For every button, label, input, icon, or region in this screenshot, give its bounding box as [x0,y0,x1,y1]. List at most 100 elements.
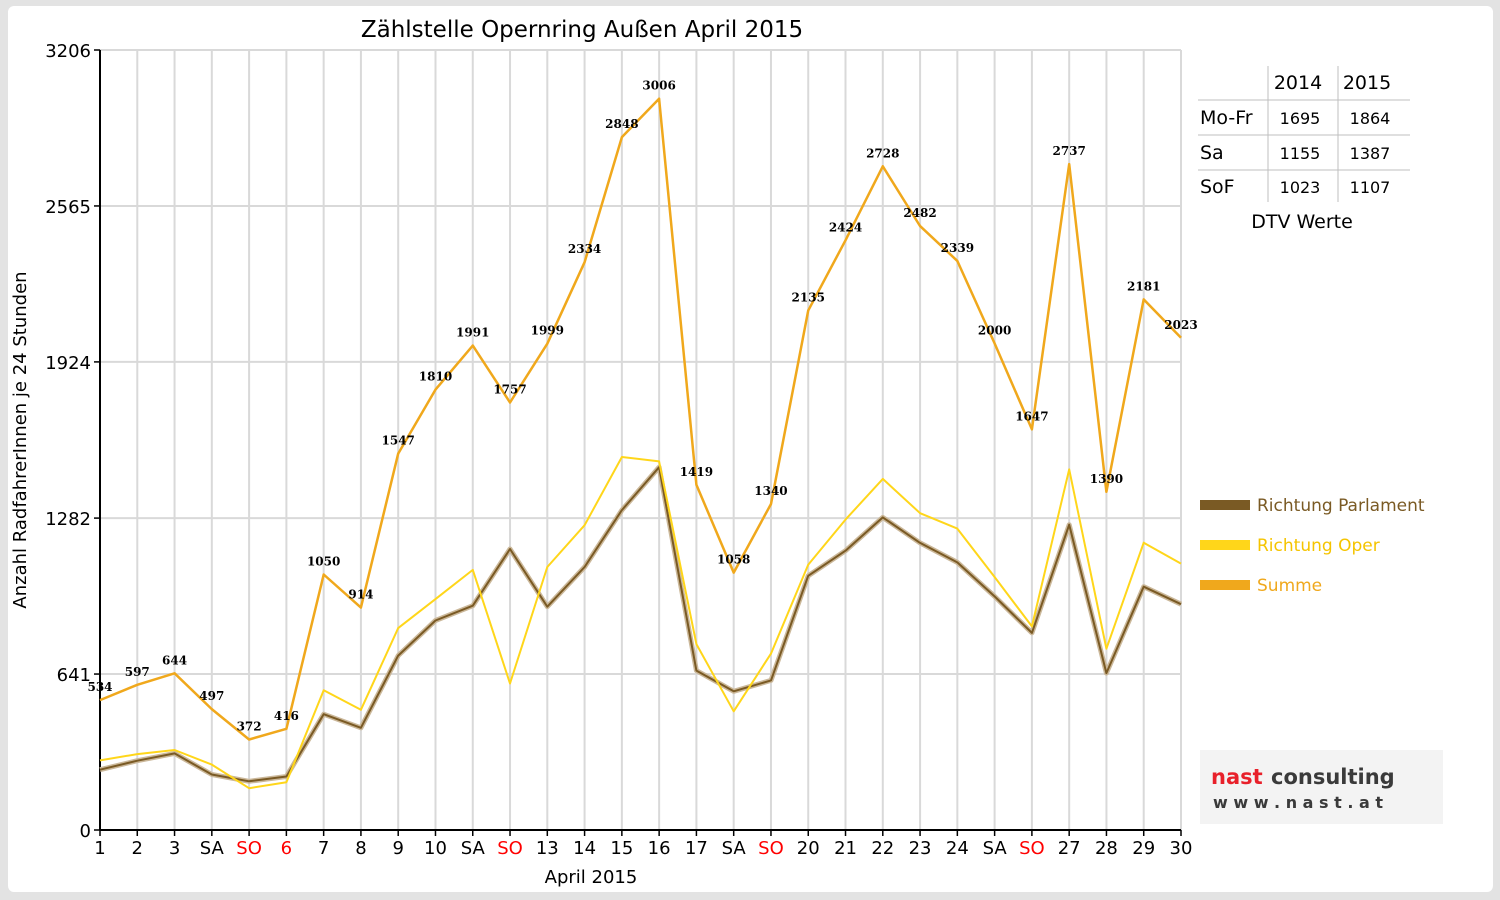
data-label: 2424 [829,220,862,234]
data-label: 497 [199,689,224,703]
x-tick-label: 28 [1095,838,1118,859]
x-tick-label: 27 [1058,838,1081,859]
x-tick-label: 10 [424,838,447,859]
data-label: 1547 [382,434,415,448]
data-label: 372 [237,719,262,733]
table-row-label: Sa [1200,142,1224,164]
y-tick-label: 1924 [45,353,91,374]
dtv-table: 2014 2015 Mo-Fr 1695 1864 Sa 1155 1387 S… [1198,66,1410,233]
y-tick-label: 1282 [45,509,91,530]
data-label: 2135 [792,291,825,305]
x-tick-label: 22 [871,838,894,859]
data-label: 1340 [754,484,787,498]
x-tick-label: 2 [132,838,143,859]
y-tick-label: 0 [80,821,91,842]
x-tick-label: 23 [909,838,932,859]
logo-text-nast: nast [1211,765,1263,789]
logo-background [1200,750,1443,824]
data-label: 1810 [419,370,452,384]
x-tick-label: SA [200,838,225,859]
table-cell: 1695 [1280,109,1321,128]
x-ticks: 1 2 3 SA SO 6 7 8 9 10 SA SO 13 14 15 16 17 SA SO 20 21 22 23 2… [94,830,1192,859]
y-tick-label: 2565 [45,197,91,218]
series [99,97,1183,790]
data-label: 914 [348,588,373,602]
data-label: 644 [162,653,187,667]
table-row-label: Mo-Fr [1200,107,1253,129]
x-tick-label: 6 [281,838,292,859]
legend-label-parlament: Richtung Parlament [1257,496,1425,516]
data-label: 1757 [493,383,526,397]
series-line-parlament [99,466,1182,783]
x-tick-label: SO [758,838,784,859]
table-caption: DTV Werte [1251,211,1353,233]
logo: nast consulting w w w . n a s t . a t [1200,750,1443,824]
x-tick-label: 9 [392,838,403,859]
x-tick-label: 13 [536,838,559,859]
x-tick-label: 1 [94,838,105,859]
logo-url: w w w . n a s t . a t [1213,793,1383,812]
chart-title: Zählstelle Opernring Außen April 2015 [361,17,803,43]
series-line-oper [99,456,1182,790]
legend: Richtung Parlament Richtung Oper Summe [1200,496,1425,596]
x-tick-label: 17 [685,838,708,859]
x-tick-label: SA [983,838,1008,859]
data-label: 534 [87,680,112,694]
x-tick-label: 29 [1132,838,1155,859]
data-label: 2334 [568,242,601,256]
series-line-summe [99,97,1182,741]
y-axis-title: Anzahl RadfahrerInnen je 24 Stunden [10,271,31,608]
logo-text-consulting: consulting [1271,765,1395,789]
data-labels: 534 597 644 497 372 416 1050 914 1547 1810 1991 175… [87,79,1197,734]
chart-panel [8,6,1493,892]
data-label: 1058 [717,553,750,567]
data-label: 2023 [1164,318,1197,332]
data-label: 1390 [1090,472,1123,486]
data-label: 1999 [531,324,564,338]
series-line-parlament-shadow [99,464,1183,784]
data-label: 1647 [1015,409,1048,423]
legend-label-oper: Richtung Oper [1257,536,1380,556]
table-header-2014: 2014 [1274,72,1322,94]
x-tick-label: SA [461,838,486,859]
x-tick-label: 8 [355,838,366,859]
x-tick-label: 20 [797,838,820,859]
data-label: 2737 [1052,144,1085,158]
x-tick-label: 3 [169,838,180,859]
grid [100,49,1182,830]
legend-label-summe: Summe [1257,576,1322,596]
data-label: 2728 [866,146,899,160]
table-cell: 1023 [1280,178,1321,197]
data-label: 1991 [456,326,489,340]
data-label: 2339 [941,241,974,255]
table-cell: 1155 [1280,144,1321,163]
data-label: 416 [274,709,299,723]
x-tick-label: 7 [318,838,329,859]
table-cell: 1864 [1350,109,1391,128]
x-tick-label: SO [497,838,523,859]
x-tick-label: SO [236,838,262,859]
x-tick-label: 15 [610,838,633,859]
x-tick-label: 16 [648,838,671,859]
y-tick-label: 641 [57,665,91,686]
data-label: 3006 [642,79,675,93]
y-tick-label: 3206 [45,41,91,62]
x-tick-label: 24 [946,838,969,859]
data-label: 1050 [307,555,340,569]
data-label: 2000 [978,323,1011,337]
data-label: 2482 [903,206,936,220]
legend-swatch-parlament [1200,500,1250,510]
x-tick-label: SA [722,838,747,859]
legend-swatch-summe [1200,580,1250,590]
data-label: 597 [125,665,150,679]
x-tick-label: 14 [573,838,596,859]
y-ticks: 0 641 1282 1924 2565 3206 [45,41,100,842]
x-tick-label: 21 [834,838,857,859]
x-tick-label: SO [1019,838,1045,859]
data-label: 2848 [605,117,638,131]
x-axis-title: April 2015 [545,867,638,888]
axes [99,50,1181,831]
legend-swatch-oper [1200,540,1250,550]
table-cell: 1107 [1350,178,1391,197]
